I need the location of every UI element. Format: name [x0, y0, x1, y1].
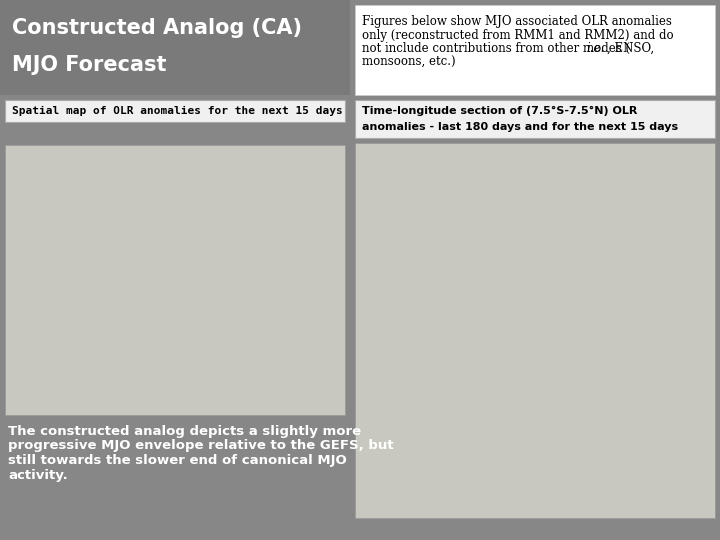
Bar	[355, 5, 715, 95]
Text: progressive MJO envelope relative to the GEFS, but: progressive MJO envelope relative to the…	[8, 440, 394, 453]
Text: The constructed analog depicts a slightly more: The constructed analog depicts a slightl…	[8, 425, 361, 438]
Text: , ENSO,: , ENSO,	[607, 42, 654, 55]
Text: Time-longitude section of (7.5°S-7.5°N) OLR: Time-longitude section of (7.5°S-7.5°N) …	[362, 106, 637, 117]
Text: activity.: activity.	[8, 469, 68, 482]
Text: anomalies - last 180 days and for the next 15 days: anomalies - last 180 days and for the ne…	[362, 123, 678, 132]
Text: not include contributions from other modes (: not include contributions from other mod…	[362, 42, 630, 55]
Text: MJO Forecast: MJO Forecast	[12, 55, 166, 75]
Bar	[5, 145, 345, 415]
Text: Spatial map of OLR anomalies for the next 15 days: Spatial map of OLR anomalies for the nex…	[12, 106, 343, 116]
Bar	[355, 143, 715, 518]
Text: only (reconstructed from RMM1 and RMM2) and do: only (reconstructed from RMM1 and RMM2) …	[362, 29, 674, 42]
Bar	[355, 100, 715, 138]
Text: Constructed Analog (CA): Constructed Analog (CA)	[12, 18, 302, 38]
Bar	[0, 0, 350, 95]
Bar	[5, 100, 345, 122]
Text: i.e.: i.e.	[586, 42, 605, 55]
Text: still towards the slower end of canonical MJO: still towards the slower end of canonica…	[8, 454, 347, 467]
Text: monsoons, etc.): monsoons, etc.)	[362, 56, 456, 69]
Text: Figures below show MJO associated OLR anomalies: Figures below show MJO associated OLR an…	[362, 15, 672, 28]
